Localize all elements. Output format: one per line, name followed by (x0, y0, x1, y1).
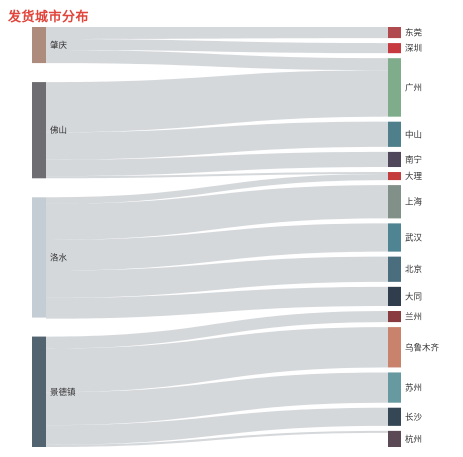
target-node (388, 121, 401, 147)
sankey-link (46, 27, 388, 40)
sankey-link (46, 172, 388, 179)
target-node (388, 58, 401, 117)
source-node-label: 洛水 (50, 252, 68, 263)
sankey-link (46, 151, 388, 177)
target-node-label: 中山 (405, 129, 422, 140)
target-node-label: 乌鲁木齐 (405, 342, 440, 353)
target-node (388, 256, 401, 282)
target-node (388, 311, 401, 323)
target-node (388, 43, 401, 54)
target-node-label: 杭州 (405, 434, 422, 445)
target-node (388, 327, 401, 368)
target-node (388, 172, 401, 181)
target-node (388, 286, 401, 307)
target-node (388, 407, 401, 426)
sankey-links (46, 27, 388, 447)
source-node-label: 肇庆 (50, 40, 68, 51)
sankey-link (46, 407, 388, 445)
sankey-link (46, 121, 388, 160)
sankey-link (46, 223, 388, 271)
source-node (32, 336, 46, 447)
sankey-link (46, 430, 388, 447)
sankey-link (46, 185, 388, 240)
target-node-label: 北京 (405, 264, 422, 275)
source-node (32, 197, 46, 318)
source-node-label: 景德镇 (50, 387, 76, 398)
sankey-link (46, 286, 388, 319)
target-node-label: 长沙 (405, 412, 423, 423)
target-node (388, 223, 401, 252)
sankey-link (46, 70, 388, 133)
target-node (388, 27, 401, 39)
target-node-label: 大理 (405, 171, 423, 182)
target-node-label: 苏州 (405, 383, 422, 394)
sankey-link (46, 174, 388, 204)
sankey-link (46, 372, 388, 426)
target-node-label: 深圳 (405, 43, 422, 54)
sankey-link (46, 311, 388, 349)
sankey-link (46, 327, 388, 393)
target-node (388, 430, 401, 447)
target-node-label: 大同 (405, 291, 422, 302)
target-node (388, 372, 401, 403)
source-node-label: 佛山 (50, 125, 67, 136)
target-node-label: 上海 (405, 197, 423, 208)
sankey-link (46, 49, 388, 71)
target-node (388, 151, 401, 168)
source-node (32, 27, 46, 64)
sankey-link (46, 39, 388, 54)
target-node-label: 武汉 (405, 233, 423, 244)
chart-title: 发货城市分布 (8, 10, 90, 25)
target-node (388, 185, 401, 219)
target-node-label: 广州 (405, 82, 422, 93)
target-node-label: 南宁 (405, 154, 422, 165)
target-node-label: 兰州 (405, 312, 422, 323)
source-node (32, 82, 46, 179)
sankey-nodes (32, 27, 401, 447)
target-node-label: 东莞 (405, 28, 423, 39)
sankey-link (46, 256, 388, 298)
